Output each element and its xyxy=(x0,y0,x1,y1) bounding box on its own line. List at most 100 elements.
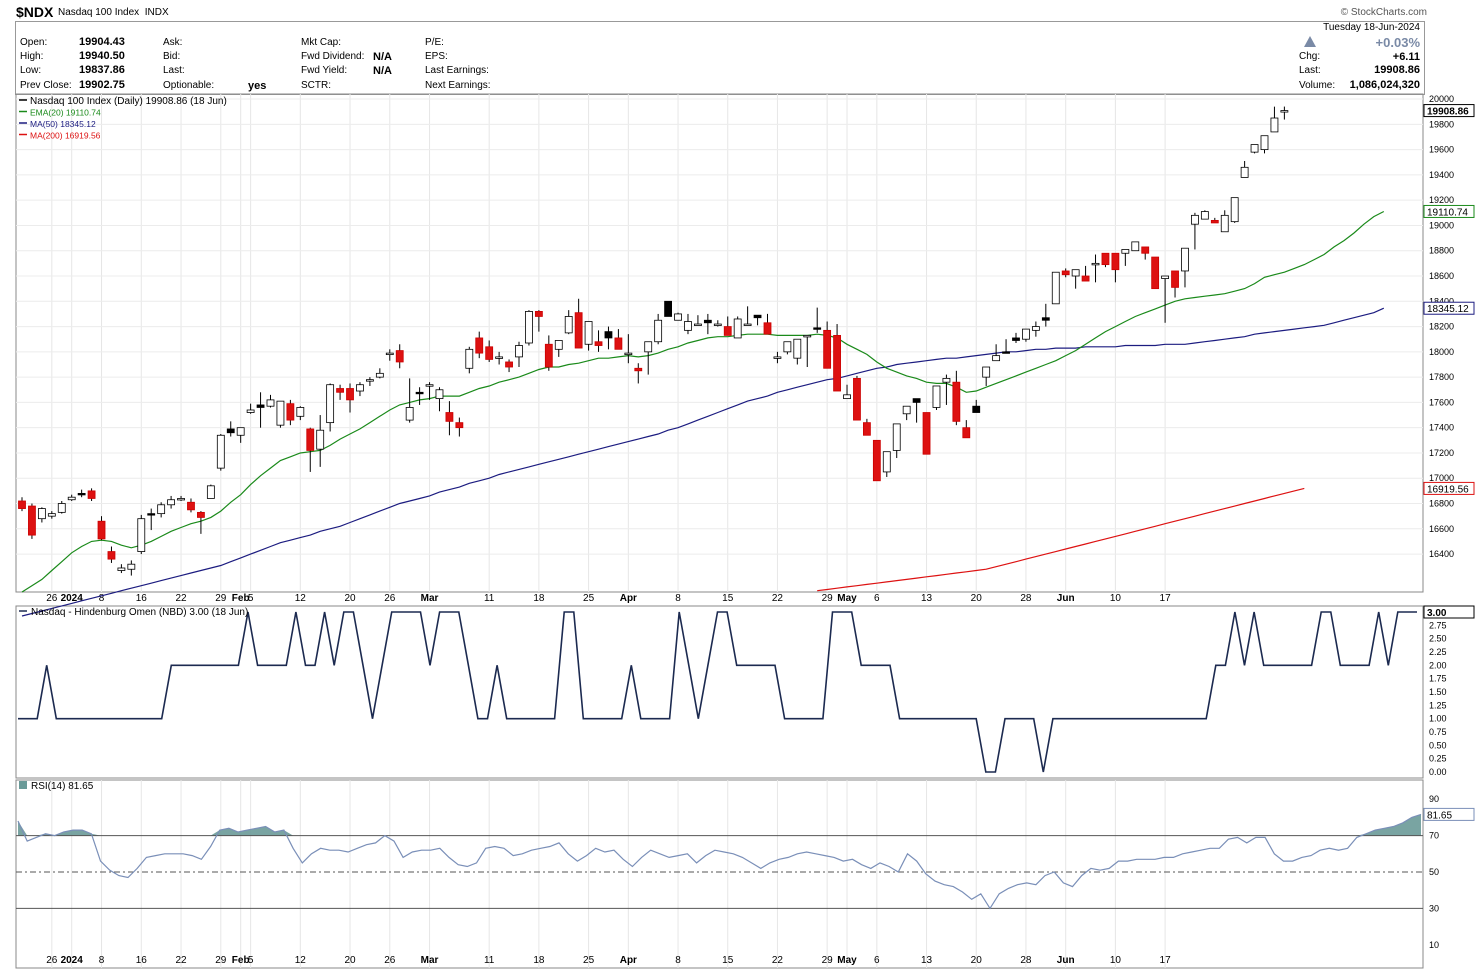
candle-body xyxy=(604,331,613,339)
y-tick-label: 16400 xyxy=(1429,549,1454,559)
x-tick-label-bottom: Jun xyxy=(1057,955,1075,966)
candle-body xyxy=(1012,337,1020,341)
low-label: Low: xyxy=(20,65,42,76)
y-tick-label: 17200 xyxy=(1429,448,1454,458)
x-tick-label: 13 xyxy=(921,593,933,604)
candle-body xyxy=(365,379,374,382)
candle-body xyxy=(465,348,474,369)
candle-body xyxy=(674,313,682,321)
x-tick-label-bottom: 15 xyxy=(722,955,734,966)
candle-body xyxy=(694,323,702,326)
ma50-line xyxy=(21,307,1385,617)
candle-body xyxy=(1022,328,1030,340)
candle-body xyxy=(87,490,96,499)
omen-legend: Nasdaq - Hindenburg Omen (NBD) 3.00 (18 … xyxy=(31,607,248,618)
candle-body xyxy=(793,338,802,359)
candle-body xyxy=(177,498,185,501)
candle-body xyxy=(127,563,136,570)
last-earnings-label: Last Earnings: xyxy=(425,65,489,76)
candle-body xyxy=(1191,214,1199,225)
price-last-label-box xyxy=(1423,204,1475,218)
volume-value: 1,086,024,320 xyxy=(1349,79,1420,91)
candle-body xyxy=(594,341,603,346)
candle-body xyxy=(1131,241,1140,252)
x-tick-label: 20 xyxy=(344,593,356,604)
fwd-yield-value: N/A xyxy=(373,65,392,77)
omen-y-tick-label: 0.00 xyxy=(1429,767,1447,777)
candle-body xyxy=(544,343,553,368)
y-tick-label: 17800 xyxy=(1429,372,1454,382)
next-earnings-label: Next Earnings: xyxy=(425,80,491,91)
rsi-line xyxy=(17,813,1422,910)
candle-body xyxy=(972,405,981,413)
legend-entry: MA(50) 18345.12 xyxy=(30,119,96,129)
candle-body xyxy=(1161,275,1169,279)
last-label-left: Last: xyxy=(163,65,185,76)
fwd-dividend-value: N/A xyxy=(373,51,392,63)
fwd-yield-label: Fwd Yield: xyxy=(301,65,348,76)
eps-label: EPS: xyxy=(425,51,448,62)
candle-body xyxy=(206,485,215,499)
rsi-panel-frame xyxy=(15,779,1424,969)
candle-body xyxy=(1111,252,1120,271)
candle-body xyxy=(1181,247,1189,272)
omen-last-label: 3.00 xyxy=(1427,608,1447,619)
candle-body xyxy=(67,496,76,501)
x-tick-label-bottom: Apr xyxy=(620,955,637,966)
mkt-cap-label: Mkt Cap: xyxy=(301,37,342,48)
x-tick-label-bottom: 5 xyxy=(248,955,254,966)
legend-entry: Nasdaq 100 Index (Daily) 19908.86 (18 Ju… xyxy=(30,96,227,107)
candle-body xyxy=(574,312,583,349)
optionable-value: yes xyxy=(248,80,267,92)
x-tick-label-bottom: 22 xyxy=(175,955,187,966)
omen-y-tick-label: 2.25 xyxy=(1429,647,1447,657)
price-panel-frame xyxy=(15,93,1424,593)
omen-y-tick-label: 1.75 xyxy=(1429,674,1447,684)
x-tick-label-bottom: 18 xyxy=(533,955,545,966)
rsi-overbought-area xyxy=(18,814,1421,836)
y-tick-label: 19400 xyxy=(1429,170,1454,180)
candle-body xyxy=(435,389,444,400)
candle-body xyxy=(982,366,991,378)
omen-y-tick-label: 2.00 xyxy=(1429,660,1447,670)
candle-body xyxy=(1210,219,1219,224)
symbol: $NDX xyxy=(16,4,54,20)
candle-body xyxy=(356,384,364,392)
candle-body xyxy=(187,501,195,511)
y-tick-label: 19000 xyxy=(1429,220,1454,230)
high-label: High: xyxy=(20,51,44,62)
candle-body xyxy=(28,505,36,536)
candle-body xyxy=(773,356,782,359)
omen-y-tick-label: 0.75 xyxy=(1429,727,1447,737)
candle-body xyxy=(346,388,354,401)
ma200-line xyxy=(817,487,1305,592)
candle-body xyxy=(1200,211,1209,220)
candle-body xyxy=(872,439,881,482)
x-tick-label-bottom: 25 xyxy=(583,955,595,966)
y-tick-label: 17000 xyxy=(1429,473,1454,483)
x-tick-label: 10 xyxy=(1110,593,1122,604)
y-tick-label: 18800 xyxy=(1429,246,1454,256)
x-tick-label-bottom: 16 xyxy=(136,955,148,966)
x-tick-label-bottom: 13 xyxy=(921,955,933,966)
candle-body xyxy=(226,428,235,434)
candle-body xyxy=(1240,166,1249,178)
price-last-label-box xyxy=(1423,104,1475,118)
candle-body xyxy=(1151,256,1160,290)
rsi-legend-swatch xyxy=(19,781,27,789)
quote-panel: Open: 19904.43 High: 19940.50 Low: 19837… xyxy=(15,21,1425,95)
candle-body xyxy=(763,322,772,335)
low-value: 19837.86 xyxy=(79,64,125,76)
price-last-label: 16919.56 xyxy=(1427,484,1469,495)
candle-body xyxy=(246,409,255,413)
x-tick-label: Apr xyxy=(620,593,637,604)
candle-body xyxy=(137,518,146,552)
x-tick-label: 2024 xyxy=(61,593,84,604)
x-tick-label: 17 xyxy=(1160,593,1172,604)
candle-body xyxy=(276,400,285,426)
sctr-label: SCTR: xyxy=(301,80,331,91)
candle-body xyxy=(216,434,225,469)
candle-body xyxy=(306,428,315,451)
x-tick-label: 5 xyxy=(248,593,254,604)
candle-body xyxy=(515,345,523,358)
